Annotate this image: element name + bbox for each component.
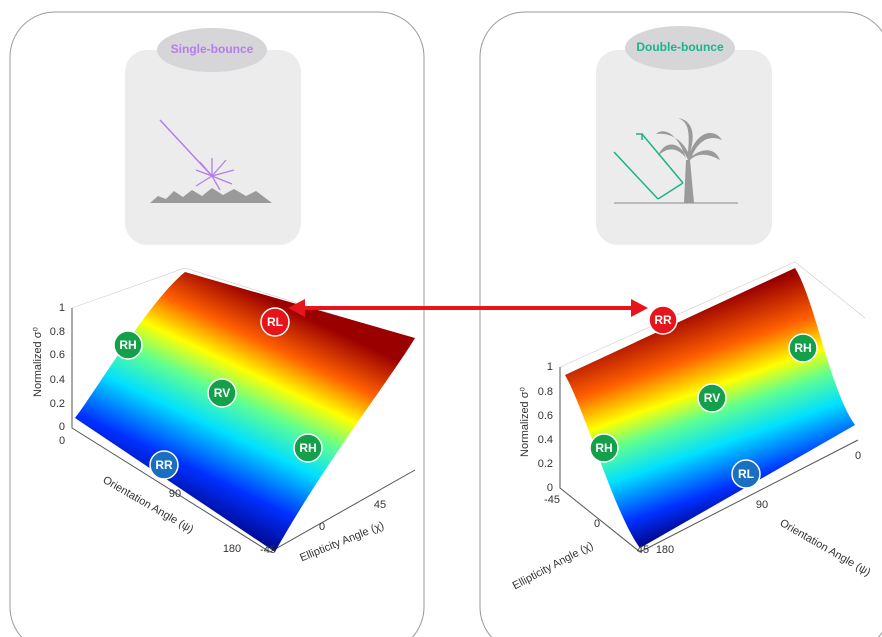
panel-title: Single-bounce	[171, 42, 254, 56]
figure: Single-bounce Double-bounce 1 0.8 0.6	[0, 0, 882, 637]
z-tick: 0.8	[50, 326, 65, 338]
marker: RL	[267, 315, 283, 329]
z-tick: 1	[59, 302, 65, 314]
z-label: Normalized σ⁰	[32, 326, 44, 396]
y-tick: 0	[594, 518, 600, 530]
z-tick: 1	[547, 361, 553, 373]
icon-box	[125, 50, 301, 245]
marker: RH	[595, 441, 612, 455]
x-tick: 90	[169, 488, 181, 500]
x-tick: 180	[223, 543, 241, 555]
z-tick: 0.8	[538, 386, 553, 398]
panel-title: Double-bounce	[636, 40, 724, 54]
z-tick: 0	[547, 482, 553, 494]
marker: RH	[299, 441, 316, 455]
x-tick: 180	[656, 544, 674, 556]
x-tick: 0	[59, 435, 65, 447]
y-tick: 0	[319, 521, 325, 533]
z-tick: 0.4	[50, 374, 65, 386]
marker: RL	[738, 467, 754, 481]
z-tick: 0.6	[50, 349, 65, 361]
y-tick: 45	[637, 544, 649, 556]
x-tick: 90	[756, 499, 768, 511]
z-tick: 0.4	[538, 434, 553, 446]
z-tick: 0.2	[538, 458, 553, 470]
x-tick: 0	[855, 450, 861, 462]
z-label: Normalized σ⁰	[519, 386, 531, 456]
y-tick: 45	[374, 499, 386, 511]
marker: RH	[794, 341, 811, 355]
y-tick: -45	[544, 494, 560, 506]
z-tick: 0	[59, 421, 65, 433]
z-tick: 0.6	[538, 410, 553, 422]
marker: RV	[214, 386, 230, 400]
z-tick: 0.2	[50, 398, 65, 410]
y-tick: -45	[260, 544, 276, 556]
marker: RR	[654, 313, 672, 327]
marker: RR	[155, 458, 173, 472]
marker: RV	[704, 391, 720, 405]
marker: RH	[119, 338, 136, 352]
